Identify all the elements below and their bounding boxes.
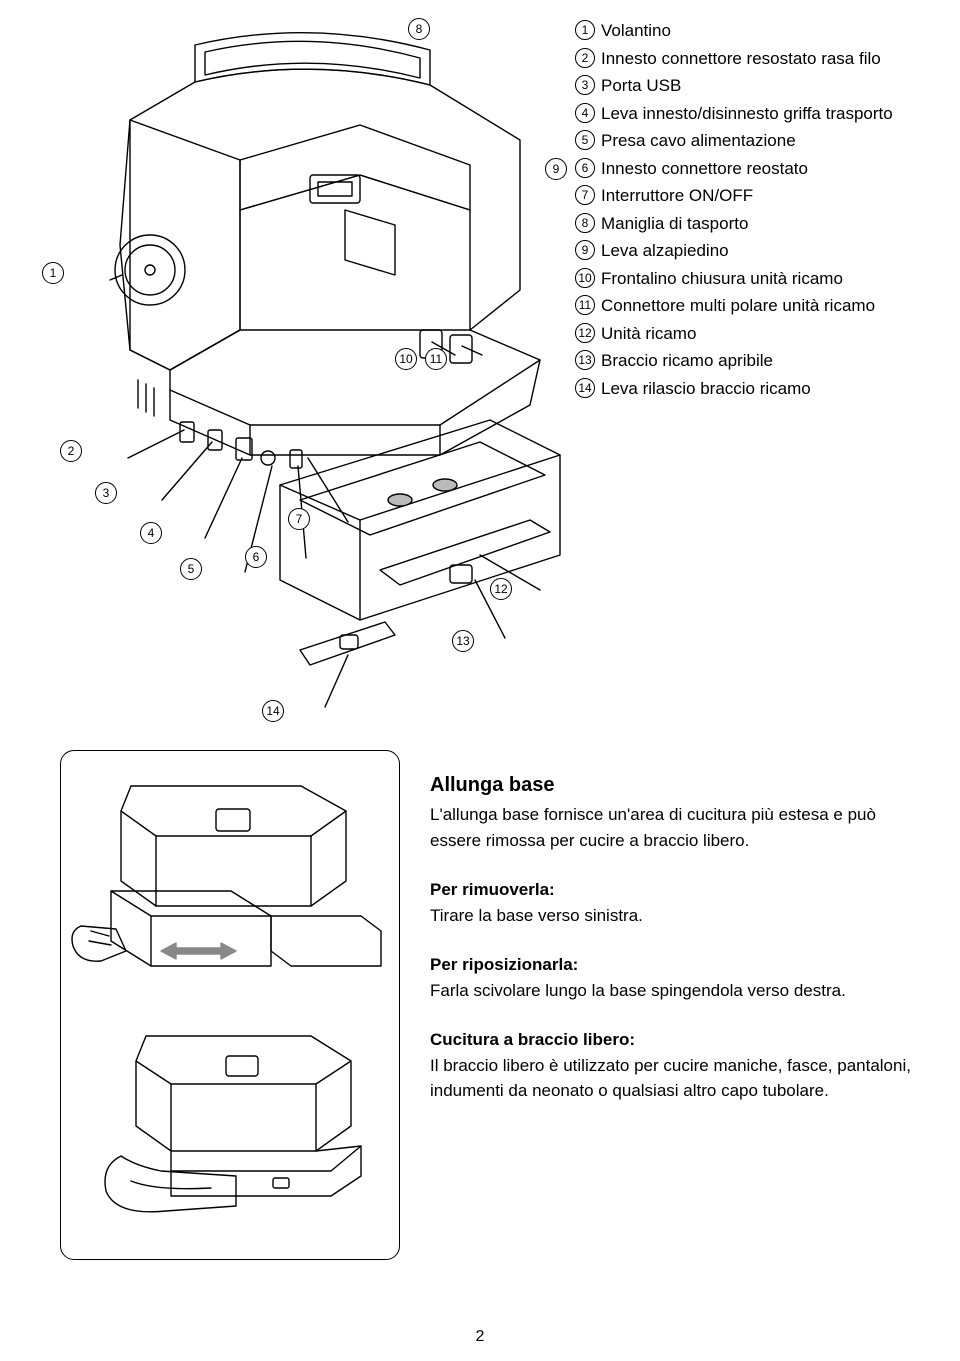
- callout-8: 8: [408, 18, 430, 40]
- freearm-heading: Cucitura a braccio libero:: [430, 1027, 920, 1053]
- callout-11: 11: [425, 348, 447, 370]
- legend-item: 4Leva innesto/disinnesto griffa trasport…: [575, 101, 945, 127]
- extension-table-svg: [61, 751, 399, 1259]
- section-heading: Allunga base: [430, 770, 920, 800]
- callout-1: 1: [42, 262, 64, 284]
- bottom-section: Allunga base L'allunga base fornisce un'…: [0, 750, 960, 1310]
- callout-4: 4: [140, 522, 162, 544]
- reposition-heading: Per riposizionarla:: [430, 952, 920, 978]
- remove-body: Tirare la base verso sinistra.: [430, 903, 920, 929]
- callout-9: 9: [545, 158, 567, 180]
- legend-item: 14Leva rilascio braccio ricamo: [575, 376, 945, 402]
- legend-item: 12Unità ricamo: [575, 321, 945, 347]
- top-diagram-section: 1 2 3 4 5 6 7 8 9 10 11 12 13 14 1Volant…: [0, 0, 960, 740]
- callout-13: 13: [452, 630, 474, 652]
- extension-table-diagram: [60, 750, 400, 1260]
- reposition-body: Farla scivolare lungo la base spingendol…: [430, 978, 920, 1004]
- callout-2: 2: [60, 440, 82, 462]
- intro-text: L'allunga base fornisce un'area di cucit…: [430, 802, 920, 853]
- legend-item: 6Innesto connettore reostato: [575, 156, 945, 182]
- callout-5: 5: [180, 558, 202, 580]
- extension-table-text: Allunga base L'allunga base fornisce un'…: [430, 770, 920, 1128]
- page-number: 2: [0, 1328, 960, 1346]
- legend-item: 5Presa cavo alimentazione: [575, 128, 945, 154]
- legend-item: 9Leva alzapiedino: [575, 238, 945, 264]
- callout-3: 3: [95, 482, 117, 504]
- legend-item: 8Maniglia di tasporto: [575, 211, 945, 237]
- legend-item: 7Interruttore ON/OFF: [575, 183, 945, 209]
- legend-item: 11Connettore multi polare unità ricamo: [575, 293, 945, 319]
- main-diagram: [50, 10, 550, 730]
- callout-6: 6: [245, 546, 267, 568]
- callout-14: 14: [262, 700, 284, 722]
- callout-10: 10: [395, 348, 417, 370]
- legend-item: 3Porta USB: [575, 73, 945, 99]
- parts-legend: 1Volantino 2Innesto connettore resostato…: [575, 18, 945, 403]
- legend-item: 1Volantino: [575, 18, 945, 44]
- freearm-body: Il braccio libero è utilizzato per cucir…: [430, 1053, 920, 1104]
- sewing-machine-diagram: [50, 10, 570, 730]
- callout-12: 12: [490, 578, 512, 600]
- callout-7: 7: [288, 508, 310, 530]
- remove-heading: Per rimuoverla:: [430, 877, 920, 903]
- legend-item: 13Braccio ricamo apribile: [575, 348, 945, 374]
- legend-item: 2Innesto connettore resostato rasa filo: [575, 46, 945, 72]
- legend-item: 10Frontalino chiusura unità ricamo: [575, 266, 945, 292]
